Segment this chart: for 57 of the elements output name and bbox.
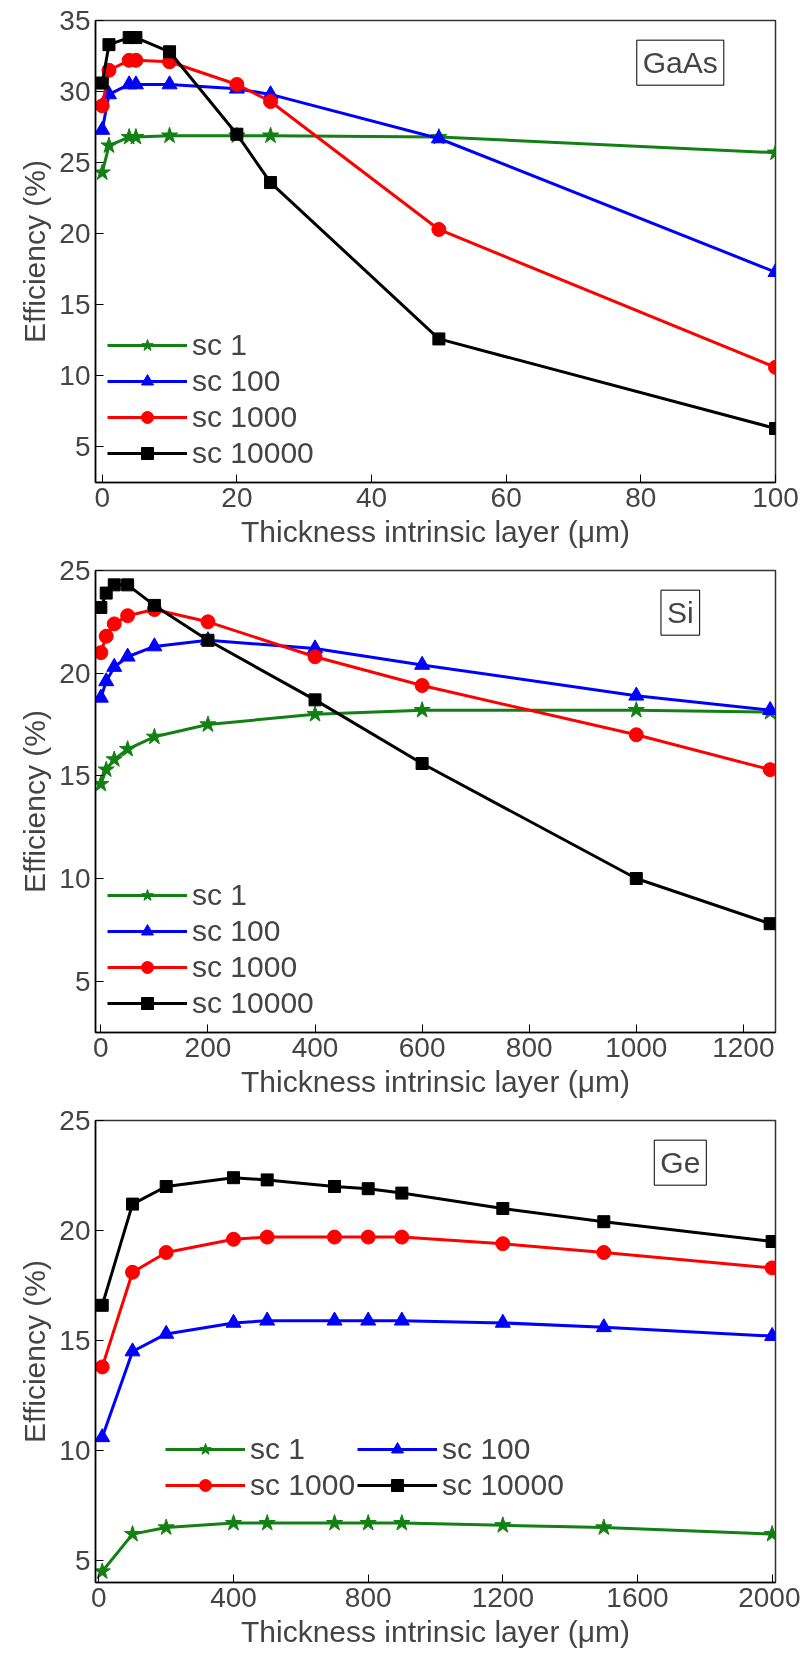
legend-label: sc 10000 (192, 986, 314, 1020)
y-axis-title: Efficiency (%) (18, 710, 52, 893)
x-tick-label: 800 (344, 1581, 392, 1613)
x-tick-label: 40 (355, 481, 388, 513)
legend-label: sc 100 (192, 364, 281, 398)
x-tick-label: 1000 (605, 1031, 668, 1063)
legend-label: sc 1 (250, 1432, 306, 1466)
y-tick-label: 15 (59, 760, 91, 792)
legend-label: sc 1 (192, 328, 248, 362)
legend-label: sc 1000 (192, 950, 298, 984)
legend-label: sc 1000 (192, 400, 298, 434)
legend-label: sc 100 (442, 1432, 531, 1466)
y-tick-label: 20 (59, 1215, 91, 1246)
x-tick-label: 0 (91, 1581, 107, 1613)
y-tick-label: 30 (59, 76, 91, 108)
legend-label: sc 10000 (192, 436, 314, 470)
y-tick-label: 15 (59, 1325, 91, 1356)
x-tick-label: 1200 (471, 1581, 534, 1613)
legend-label: sc 100 (192, 914, 281, 948)
annotation: Si (666, 596, 694, 630)
legend-label: sc 1000 (250, 1468, 356, 1502)
y-tick-label: 20 (59, 218, 91, 250)
x-tick-label: 100 (752, 481, 799, 513)
y-tick-label: 15 (59, 289, 91, 321)
x-tick-label: 0 (94, 481, 111, 513)
x-tick-label: 800 (505, 1031, 553, 1063)
x-tick-label: 0 (93, 1031, 109, 1063)
x-axis-title: Thickness intrinsic layer (μm) (240, 1064, 631, 1098)
y-tick-label: 25 (59, 555, 91, 586)
y-tick-label: 10 (59, 1435, 91, 1466)
y-tick-label: 10 (59, 863, 91, 894)
x-tick-label: 200 (184, 1031, 232, 1063)
y-tick-label: 20 (59, 657, 91, 689)
y-tick-label: 5 (74, 1545, 91, 1576)
x-tick-label: 80 (625, 481, 657, 513)
x-tick-label: 1200 (712, 1031, 775, 1063)
x-tick-label: 60 (490, 481, 522, 513)
y-tick-label: 10 (59, 360, 91, 392)
y-tick-label: 5 (74, 965, 91, 997)
y-tick-label: 25 (59, 1105, 91, 1136)
x-tick-label: 1600 (606, 1581, 669, 1613)
annotation: Ge (660, 1146, 701, 1180)
x-tick-label: 400 (210, 1581, 257, 1613)
y-tick-label: 5 (74, 431, 91, 463)
x-axis-title: Thickness intrinsic layer (μm) (240, 514, 631, 548)
y-tick-label: 35 (59, 5, 91, 36)
x-tick-label: 20 (221, 481, 253, 513)
legend-label: sc 1 (192, 878, 248, 912)
x-tick-label: 400 (291, 1031, 339, 1063)
x-tick-label: 600 (398, 1031, 446, 1063)
annotation: GaAs (642, 46, 718, 80)
y-tick-label: 25 (59, 147, 91, 179)
y-axis-title: Efficiency (%) (18, 160, 52, 343)
y-axis-title: Efficiency (%) (18, 1260, 52, 1443)
x-axis-title: Thickness intrinsic layer (μm) (240, 1614, 631, 1648)
legend-label: sc 10000 (442, 1468, 564, 1502)
x-tick-label: 2000 (738, 1581, 801, 1613)
